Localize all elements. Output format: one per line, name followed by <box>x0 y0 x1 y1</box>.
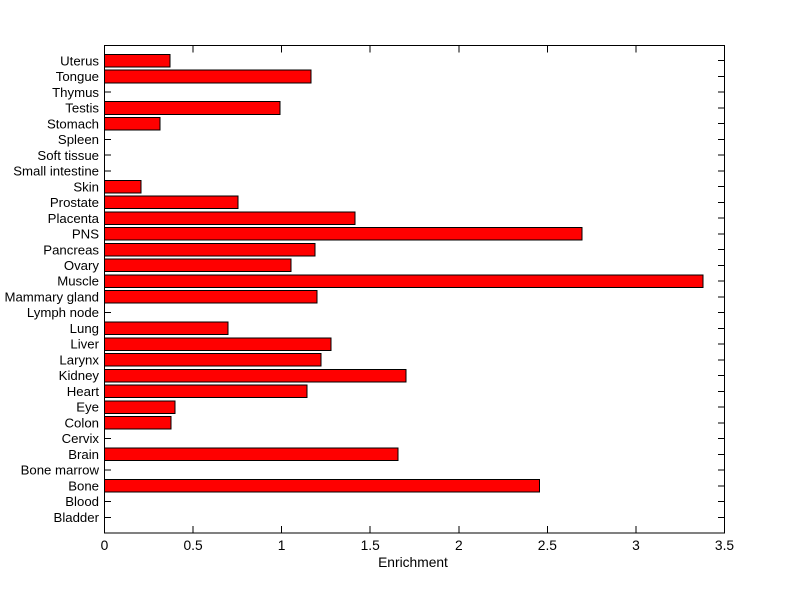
svg-text:Small intestine: Small intestine <box>13 164 99 179</box>
svg-text:Enrichment: Enrichment <box>378 555 448 570</box>
svg-text:Spleen: Spleen <box>58 132 99 147</box>
svg-text:Prostate: Prostate <box>50 195 99 210</box>
svg-text:3: 3 <box>632 538 640 553</box>
svg-text:PNS: PNS <box>72 227 99 242</box>
svg-text:Heart: Heart <box>67 384 100 399</box>
svg-text:Bone marrow: Bone marrow <box>21 463 100 478</box>
svg-text:Colon: Colon <box>65 415 99 430</box>
svg-text:Lung: Lung <box>70 321 99 336</box>
svg-text:Muscle: Muscle <box>57 274 99 289</box>
svg-text:0: 0 <box>101 538 109 553</box>
svg-text:Soft tissue: Soft tissue <box>37 148 99 163</box>
svg-text:Bone: Bone <box>68 478 99 493</box>
svg-text:0.5: 0.5 <box>183 538 203 553</box>
svg-text:Testis: Testis <box>65 101 99 116</box>
svg-text:Thymus: Thymus <box>52 85 99 100</box>
svg-text:Larynx: Larynx <box>59 352 99 367</box>
svg-text:Placenta: Placenta <box>48 211 100 226</box>
svg-text:Liver: Liver <box>70 337 99 352</box>
svg-text:Ovary: Ovary <box>64 258 100 273</box>
svg-text:Pancreas: Pancreas <box>43 242 99 257</box>
svg-text:Kidney: Kidney <box>59 368 100 383</box>
svg-text:Skin: Skin <box>73 179 99 194</box>
svg-text:Mammary gland: Mammary gland <box>4 289 99 304</box>
svg-text:Brain: Brain <box>68 447 99 462</box>
svg-text:Cervix: Cervix <box>62 431 100 446</box>
svg-text:Eye: Eye <box>76 400 99 415</box>
svg-text:Blood: Blood <box>65 494 99 509</box>
svg-text:Bladder: Bladder <box>54 510 100 525</box>
svg-text:1: 1 <box>278 538 286 553</box>
svg-text:2.5: 2.5 <box>538 538 558 553</box>
svg-text:3.5: 3.5 <box>715 538 735 553</box>
svg-text:Uterus: Uterus <box>60 53 99 68</box>
svg-text:1.5: 1.5 <box>361 538 381 553</box>
svg-text:Lymph node: Lymph node <box>27 305 99 320</box>
svg-text:Stomach: Stomach <box>47 116 99 131</box>
svg-text:Tongue: Tongue <box>56 69 99 84</box>
svg-text:2: 2 <box>455 538 463 553</box>
